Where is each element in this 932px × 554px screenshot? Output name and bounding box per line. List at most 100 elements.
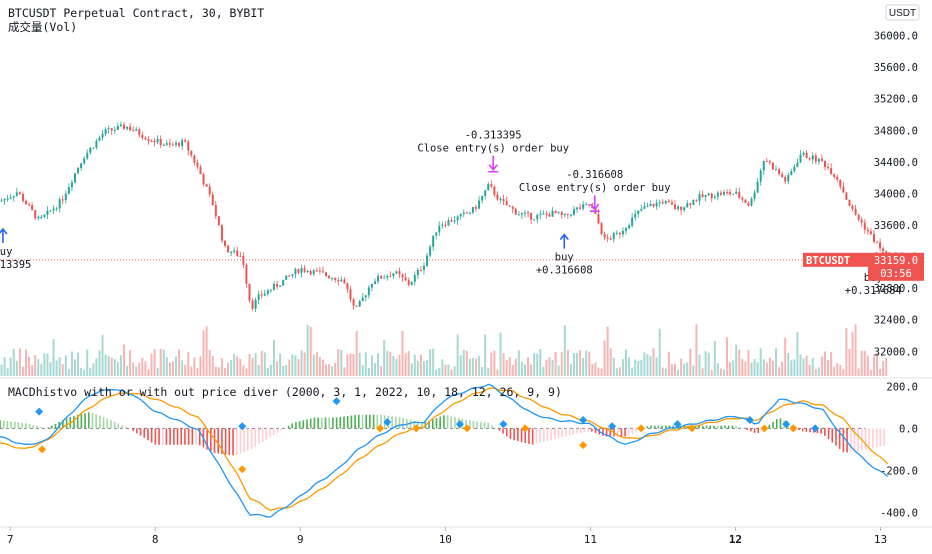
price-tick-label: 34400.0 bbox=[874, 157, 918, 169]
candle-body bbox=[370, 283, 373, 288]
volume-bar bbox=[193, 357, 196, 376]
volume-bar bbox=[493, 350, 496, 376]
volume-bar bbox=[667, 351, 670, 376]
volume-indicator-label[interactable]: 成交量(Vol) bbox=[8, 20, 77, 34]
volume-bar bbox=[104, 354, 107, 376]
candle-body bbox=[848, 199, 851, 206]
volume-bar bbox=[820, 356, 823, 376]
candle-body bbox=[254, 299, 257, 309]
candle-body bbox=[162, 144, 165, 146]
candle-body bbox=[854, 208, 857, 215]
divergence-diamond-icon bbox=[745, 415, 754, 424]
candle-body bbox=[144, 137, 147, 140]
candle-body bbox=[315, 270, 318, 272]
macd-histogram-bar bbox=[857, 428, 859, 452]
volume-bar bbox=[429, 349, 432, 376]
candle-body bbox=[242, 255, 245, 265]
volume-bar bbox=[70, 351, 73, 376]
macd-histogram-bar bbox=[247, 428, 249, 451]
volume-bar bbox=[695, 324, 698, 376]
volume-bar bbox=[370, 355, 373, 376]
macd-histogram-bar bbox=[694, 425, 697, 429]
time-tick-label: 8 bbox=[152, 533, 159, 546]
macd-histogram-bar bbox=[487, 422, 490, 429]
price-scale[interactable]: 36000.0 35600.0 35200.0 34800.0 34400.0 34000… bbox=[874, 31, 918, 359]
candle-body bbox=[220, 225, 223, 241]
volume-bar bbox=[171, 361, 174, 376]
volume-bar bbox=[790, 360, 793, 376]
candle-body bbox=[692, 200, 695, 205]
candle-body bbox=[223, 240, 226, 246]
volume-bar bbox=[811, 358, 814, 376]
candle-body bbox=[741, 197, 744, 200]
volume-bar bbox=[110, 357, 113, 376]
macd-tick-label: 200.0 bbox=[886, 381, 918, 393]
macd-histogram-bar bbox=[17, 422, 20, 429]
candle-body bbox=[230, 252, 233, 254]
macd-histogram-bar bbox=[357, 414, 360, 429]
volume-bar bbox=[288, 359, 291, 376]
macd-histogram-bar bbox=[254, 428, 257, 447]
volume-bar bbox=[83, 369, 86, 376]
macd-histogram-bar bbox=[95, 414, 97, 429]
divergence-diamond-icon bbox=[238, 465, 247, 474]
candle-body bbox=[132, 130, 135, 132]
volume-bar bbox=[823, 351, 826, 376]
macd-histogram-bar bbox=[136, 428, 138, 434]
candle-body bbox=[823, 160, 826, 168]
volume-bar bbox=[168, 362, 171, 376]
candle-body bbox=[156, 138, 159, 143]
volume-bar bbox=[150, 353, 153, 376]
volume-bar bbox=[239, 359, 242, 376]
candle-body bbox=[358, 300, 361, 307]
volume-bar bbox=[175, 356, 178, 376]
volume-bar bbox=[753, 358, 756, 376]
candle-body bbox=[40, 216, 43, 218]
candle-body bbox=[667, 200, 670, 203]
volume-bar bbox=[673, 363, 676, 376]
macd-histogram-bar bbox=[354, 415, 356, 429]
volume-bar bbox=[618, 367, 621, 376]
macd-histogram-bar bbox=[317, 417, 319, 429]
macd-histogram-bar bbox=[483, 422, 486, 429]
macd-histogram-bar bbox=[232, 428, 234, 456]
volume-bar bbox=[713, 340, 716, 376]
candle-body bbox=[597, 214, 600, 224]
volume-bar bbox=[373, 363, 376, 376]
candle-body bbox=[236, 250, 239, 256]
candle-body bbox=[419, 269, 422, 271]
candle-body bbox=[778, 169, 781, 175]
candle-body bbox=[181, 139, 184, 147]
candle-body bbox=[527, 212, 530, 214]
volume-bar bbox=[367, 367, 370, 376]
volume-bar bbox=[28, 356, 31, 376]
candle-body bbox=[401, 274, 404, 278]
volume-bar bbox=[355, 330, 358, 376]
macd-histogram-bar bbox=[10, 421, 12, 429]
volume-bar bbox=[530, 364, 533, 376]
volume-bar bbox=[456, 334, 459, 376]
volume-bar bbox=[432, 348, 435, 376]
macd-scale[interactable]: 200.0 0.0 -200.0 -400.0 bbox=[880, 381, 918, 519]
candle-body bbox=[202, 174, 205, 185]
macd-histogram-bar bbox=[820, 428, 822, 434]
time-scale[interactable]: 7 8 9 10 11 12 13 bbox=[7, 527, 887, 546]
volume-bar bbox=[768, 357, 771, 376]
volume-bar bbox=[643, 352, 646, 376]
volume-bar bbox=[214, 366, 217, 376]
candle-body bbox=[447, 220, 450, 226]
macd-pane[interactable] bbox=[0, 383, 889, 518]
candle-body bbox=[211, 194, 214, 206]
macd-histogram-bar bbox=[446, 415, 449, 429]
volume-bar bbox=[129, 350, 132, 376]
volume-bar bbox=[58, 357, 61, 376]
macd-histogram-bar bbox=[720, 425, 723, 429]
currency-badge[interactable] bbox=[885, 4, 920, 21]
macd-indicator-title[interactable]: MACDhistvo with or with out price diver … bbox=[8, 385, 562, 399]
volume-bar bbox=[86, 349, 89, 376]
volume-bar bbox=[833, 366, 836, 376]
candle-body bbox=[600, 223, 603, 235]
